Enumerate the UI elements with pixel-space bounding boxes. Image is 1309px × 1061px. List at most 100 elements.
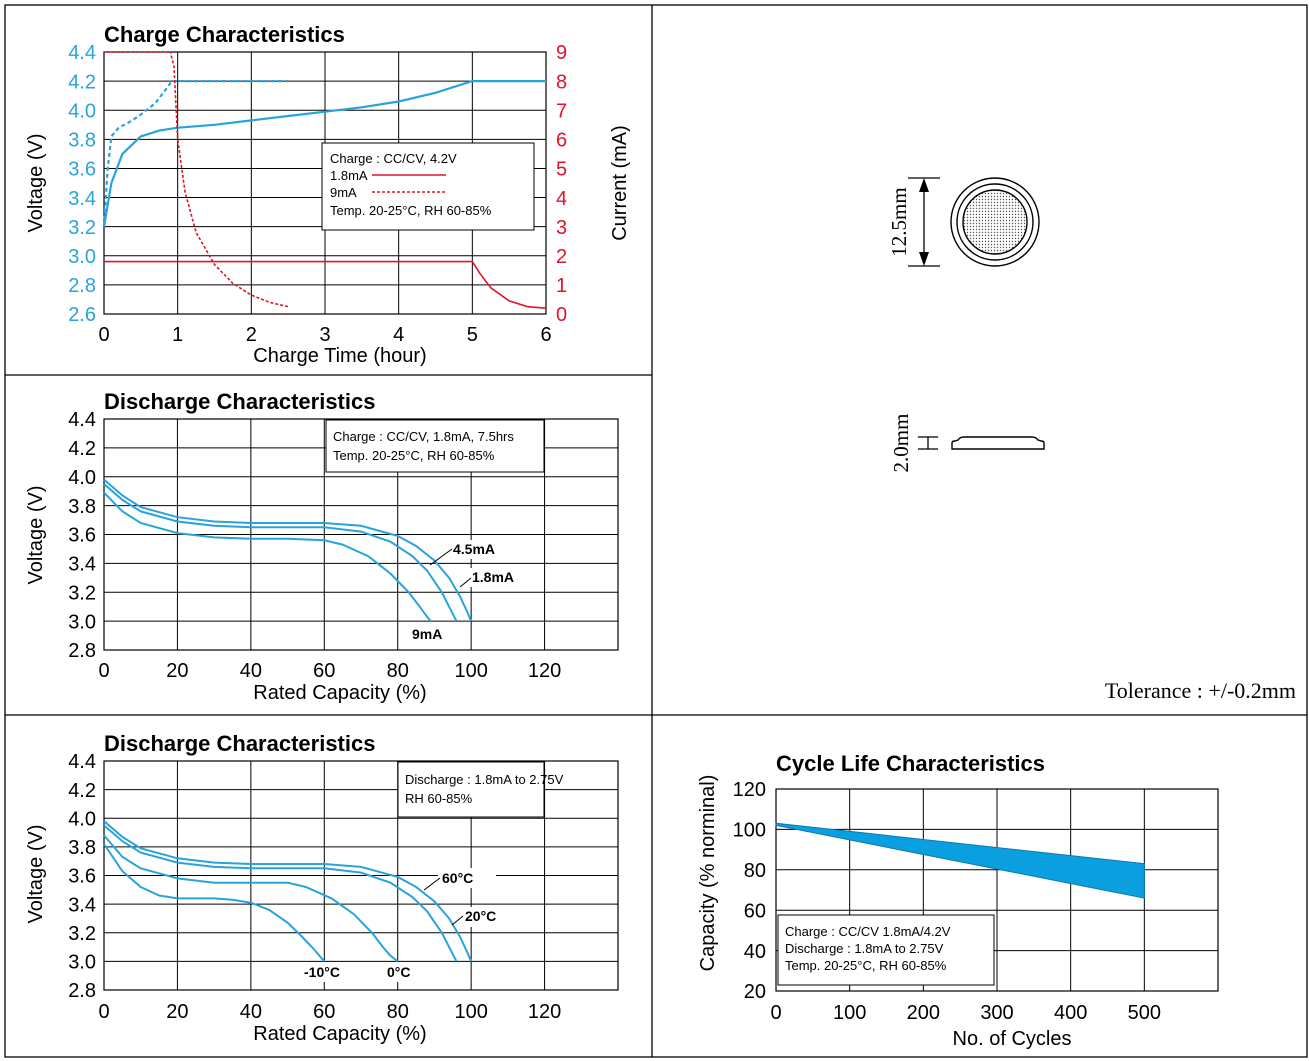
- charge-y2tick-label: 0: [556, 304, 567, 326]
- annotation-label-4-5mA: 4.5mA: [453, 541, 495, 557]
- diameter-dimension-arrow: [908, 177, 940, 267]
- series-line-voltage-solid: [102, 80, 546, 227]
- xtick-label: 20: [166, 660, 188, 682]
- discharge-temp-xticks: 0 20 40 60 80 100 120: [98, 1001, 561, 1023]
- diameter-label: 12.5mm: [887, 187, 911, 256]
- discharge-temp-y-axis-label: Voltage (V): [25, 825, 47, 924]
- charge-ytick-label: 3.0: [68, 246, 96, 268]
- annotation-label-9mA: 9mA: [412, 626, 442, 642]
- discharge-rate-yticks: 2.8 3.0 3.2 3.4 3.6 3.8 4.0 4.2 4.4: [68, 409, 96, 662]
- annotation-label-60C: 60°C: [442, 870, 473, 886]
- sheet-frame: [4, 4, 1308, 1058]
- xtick-label: 100: [833, 1002, 866, 1024]
- discharge-rate-annotations: 4.5mA 1.8mA 9mA: [408, 540, 531, 644]
- xtick-label: 60: [313, 660, 335, 682]
- cycle-life-y-axis-label: Capacity (% norminal): [697, 775, 719, 972]
- series-line: [103, 491, 432, 622]
- ytick-label: 3.8: [68, 496, 96, 518]
- charge-y2-axis-label: Current (mA): [609, 125, 631, 241]
- annotation-label-minus10C: -10°C: [304, 964, 340, 980]
- discharge-temp-legend-line-1: Discharge : 1.8mA to 2.75V: [405, 772, 564, 787]
- discharge-rate-grid: [103, 418, 619, 651]
- discharge-temp-series: [103, 820, 473, 963]
- charge-xtick-label: 5: [467, 324, 478, 346]
- discharge-rate-legend-line-2: Temp. 20-25°C, RH 60-85%: [333, 448, 495, 463]
- series-line-current-solid: [104, 260, 547, 309]
- annotation-leader-60C: [423, 877, 441, 891]
- battery-side-view: [951, 436, 1045, 450]
- annotation-label-20C: 20°C: [465, 908, 496, 924]
- xtick-label: 0: [98, 1001, 109, 1023]
- series-line: [103, 820, 473, 962]
- charge-ytick-label: 4.2: [68, 71, 96, 93]
- charge-ytick-label: 3.4: [68, 188, 96, 210]
- discharge-temp-yticks: 2.8 3.0 3.2 3.4 3.6 3.8 4.0 4.2 4.4: [68, 751, 96, 1002]
- charge-xtick-label: 4: [393, 324, 404, 346]
- annotation-label-0C: 0°C: [387, 964, 411, 980]
- ytick-label: 60: [744, 900, 766, 922]
- xtick-label: 80: [387, 1001, 409, 1023]
- xtick-label: 60: [313, 1001, 335, 1023]
- discharge-rate-chart-title: Discharge Characteristics: [104, 389, 375, 414]
- cycle-life-xticks: 0 100 200 300 400 500: [770, 1002, 1161, 1024]
- charge-y2tick-label: 2: [556, 246, 567, 268]
- tolerance-label: Tolerance : +/-0.2mm: [1105, 678, 1296, 703]
- ytick-label: 40: [744, 941, 766, 963]
- cycle-life-grid: [775, 788, 1219, 992]
- annotation-leader-4-5mA: [429, 548, 453, 566]
- xtick-label: 100: [454, 660, 487, 682]
- cycle-life-chart: Cycle Life Characteristics 20 40 60 80 100 12…: [697, 751, 1219, 1050]
- charge-y2tick-label: 1: [556, 275, 567, 297]
- charge-ytick-label: 2.6: [68, 304, 96, 326]
- charge-yticks: 2.6 2.8 3.0 3.2 3.4 3.6 3.8 4.0 4.2 4.4: [68, 42, 96, 326]
- charge-xtick-label: 3: [319, 324, 330, 346]
- ytick-label: 100: [733, 820, 766, 842]
- discharge-temp-grid: [103, 760, 619, 991]
- ytick-label: 3.8: [68, 837, 96, 859]
- charge-y2tick-label: 4: [556, 188, 567, 210]
- charge-legend-line-2: 1.8mA: [330, 168, 368, 183]
- cycle-life-legend-background: [777, 914, 995, 986]
- cycle-life-band: [775, 822, 1145, 899]
- charge-xtick-label: 1: [172, 324, 183, 346]
- discharge-rate-legend-line-1: Charge : CC/CV, 1.8mA, 7.5hrs: [333, 429, 514, 444]
- xtick-label: 20: [166, 1001, 188, 1023]
- thickness-label: 2.0mm: [889, 414, 913, 473]
- discharge-rate-legend-box: Charge : CC/CV, 1.8mA, 7.5hrs Temp. 20-2…: [325, 419, 545, 473]
- cycle-life-legend-box: Charge : CC/CV 1.8mA/4.2V Discharge : 1.…: [777, 914, 995, 986]
- ytick-label: 4.4: [68, 751, 96, 773]
- charge-ytick-label: 4.0: [68, 100, 96, 122]
- discharge-rate-series: [103, 478, 473, 622]
- discharge-temp-legend-background: [397, 761, 545, 818]
- xtick-label: 80: [387, 660, 409, 682]
- charge-y2tick-label: 8: [556, 71, 567, 93]
- charge-y2tick-label: 9: [556, 42, 567, 64]
- charge-legend-line-1: Charge : CC/CV, 4.2V: [330, 151, 457, 166]
- ytick-label: 4.0: [68, 467, 96, 489]
- charge-series: [102, 51, 547, 309]
- discharge-rate-xticks: 0 20 40 60 80 100 120: [98, 660, 561, 682]
- ytick-label: 4.0: [68, 808, 96, 830]
- ytick-label: 3.6: [68, 866, 96, 888]
- charge-xtick-label: 0: [98, 324, 109, 346]
- ytick-label: 80: [744, 860, 766, 882]
- charge-xtick-label: 6: [540, 324, 551, 346]
- annotation-leader-1-8mA: [459, 577, 472, 588]
- ytick-label: 3.0: [68, 611, 96, 633]
- series-line: [103, 483, 458, 622]
- charge-y2ticks: 0 1 2 3 4 5 6 7 8 9: [556, 42, 567, 326]
- charge-ytick-label: 3.8: [68, 130, 96, 152]
- ytick-label: 4.2: [68, 780, 96, 802]
- capacity-band: [775, 822, 1145, 899]
- charge-legend-background: [321, 142, 535, 231]
- charge-ytick-label: 3.6: [68, 159, 96, 181]
- ytick-label: 4.4: [68, 409, 96, 431]
- discharge-rate-y-axis-label: Voltage (V): [25, 486, 47, 585]
- charge-y2tick-label: 6: [556, 130, 567, 152]
- discharge-temp-chart: Discharge Characteristics 2.8 3.0 3.2 3.4 3.…: [25, 731, 619, 1045]
- annotation-leader-20C: [451, 915, 464, 926]
- xtick-label: 0: [770, 1002, 781, 1024]
- charge-chart: Charge Characteristics 2.6 2.8 3.0 3.2 3.4 3.…: [25, 22, 631, 367]
- charge-legend-line-3: 9mA: [330, 185, 357, 200]
- xtick-label: 120: [528, 1001, 561, 1023]
